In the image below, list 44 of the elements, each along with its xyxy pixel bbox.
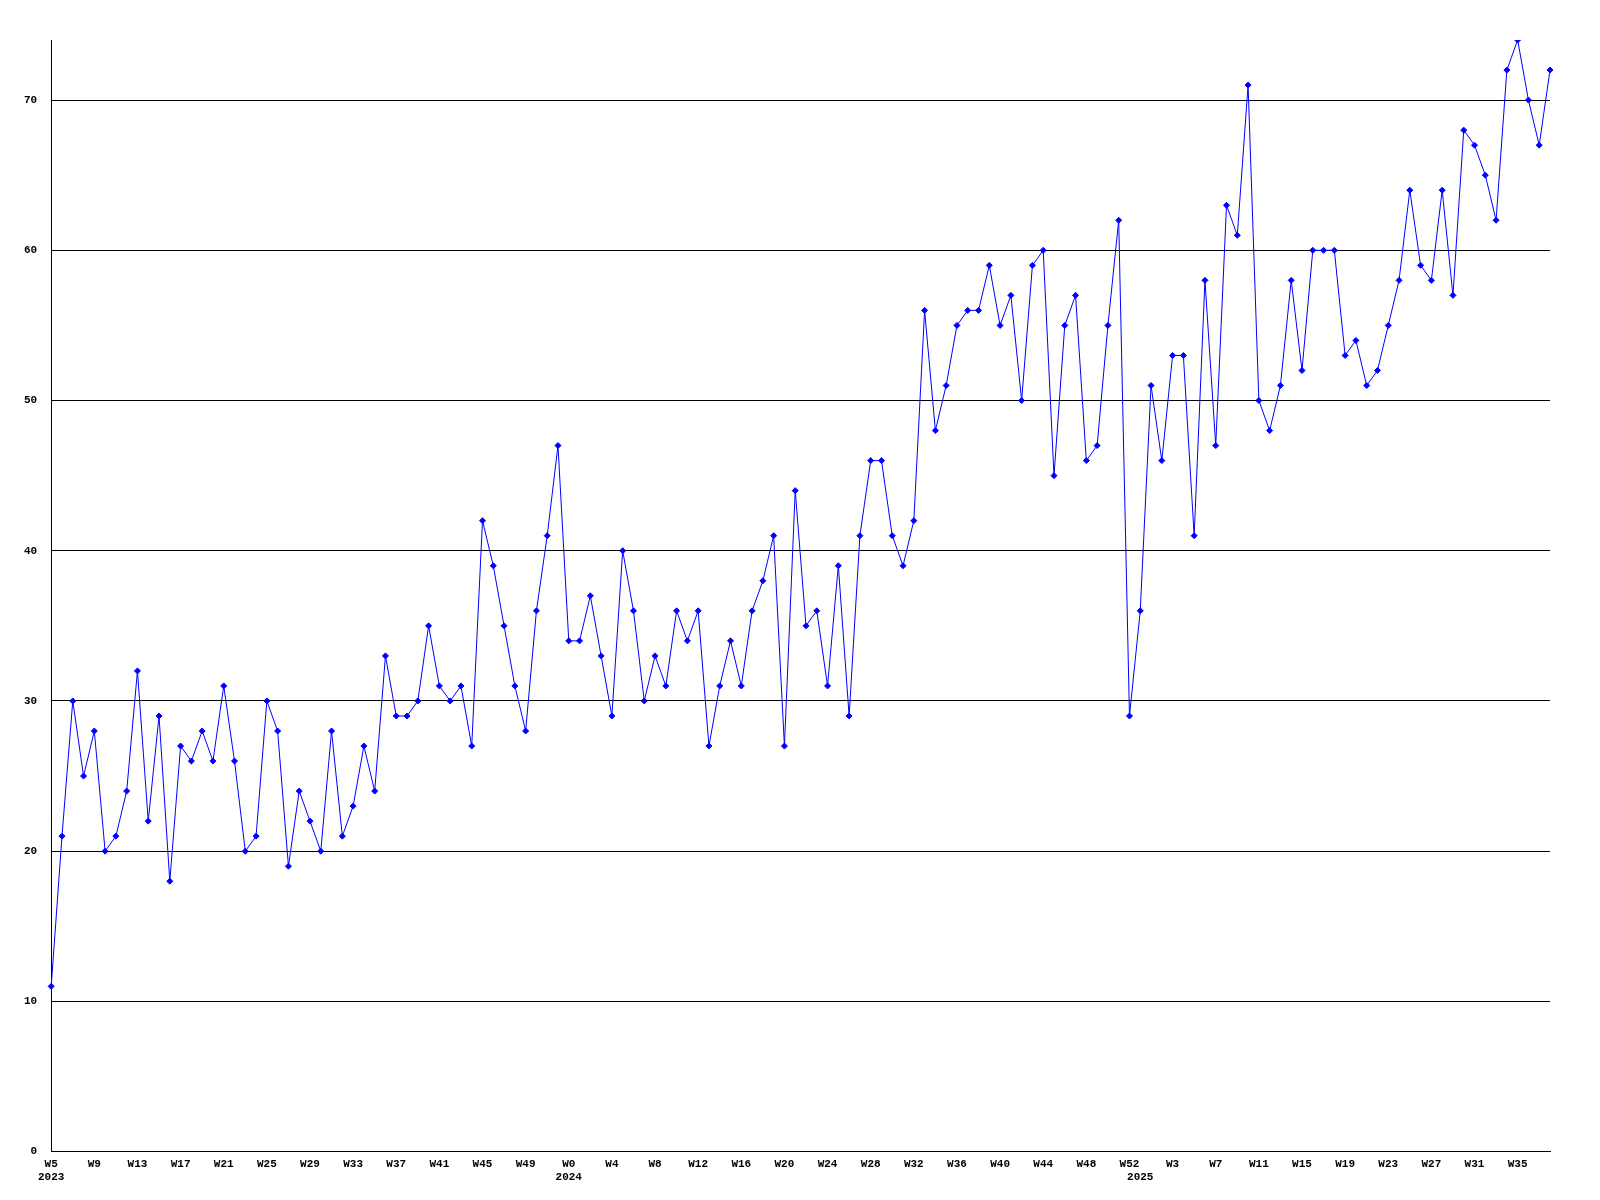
x-tick-label: W20 <box>774 1157 795 1170</box>
x-tick-label: W21 <box>213 1157 235 1170</box>
x-tick-label: W33 <box>343 1157 364 1170</box>
x-tick-label: W36 <box>947 1157 967 1170</box>
x-tick-label: W35 <box>1507 1157 1528 1170</box>
x-tick-label: W29 <box>300 1157 320 1170</box>
x-tick-label: W49 <box>515 1157 536 1170</box>
x-tick-label: W40 <box>990 1157 1010 1170</box>
x-tick-label: W24 <box>817 1157 838 1170</box>
y-tick-label: 0 <box>30 1145 38 1158</box>
y-tick-label: 10 <box>24 995 38 1008</box>
x-tick-label: W52 <box>1119 1157 1140 1170</box>
y-tick-label: 20 <box>24 844 38 857</box>
y-tick-label: 30 <box>24 694 38 707</box>
x-tick-label: W16 <box>731 1157 752 1170</box>
x-tick-label: W7 <box>1209 1157 1223 1170</box>
x-tick-label: W19 <box>1335 1157 1356 1170</box>
x-tick-label: W44 <box>1033 1157 1054 1170</box>
x-tick-label: W32 <box>903 1157 924 1170</box>
y-tick-label: 40 <box>24 544 38 557</box>
x-tick-label: W45 <box>472 1157 493 1170</box>
y-tick-label: 60 <box>24 244 38 257</box>
x-tick-label: W9 <box>87 1157 101 1170</box>
x-tick-label: W3 <box>1166 1157 1180 1170</box>
x-tick-label: W12 <box>688 1157 709 1170</box>
x-tick-label: W23 <box>1378 1157 1399 1170</box>
x-tick-label: W13 <box>127 1157 148 1170</box>
x-tick-label: W37 <box>386 1157 407 1170</box>
x-tick-label: W0 2024 <box>555 1157 583 1184</box>
x-tick-label: W4 <box>605 1157 619 1170</box>
x-tick-label: W48 <box>1076 1157 1097 1170</box>
y-tick-label: 50 <box>24 394 38 407</box>
x-tick-label: W31 <box>1464 1157 1485 1170</box>
x-tick-label: W8 <box>648 1157 663 1170</box>
x-tick-label: W11 <box>1248 1157 1270 1170</box>
x-tick-label: W15 <box>1292 1157 1313 1170</box>
x-tick-label: W25 <box>256 1157 278 1170</box>
x-tick-label: W28 <box>860 1157 881 1170</box>
y-tick-label: 70 <box>24 93 38 106</box>
x-tick-label: W41 <box>429 1157 450 1170</box>
x-tick-label: W17 <box>170 1157 191 1170</box>
x-tick-label: W5 2023 <box>38 1157 65 1184</box>
x-tick-label: 2025 <box>1127 1171 1154 1184</box>
x-tick-label: W27 <box>1421 1157 1442 1170</box>
